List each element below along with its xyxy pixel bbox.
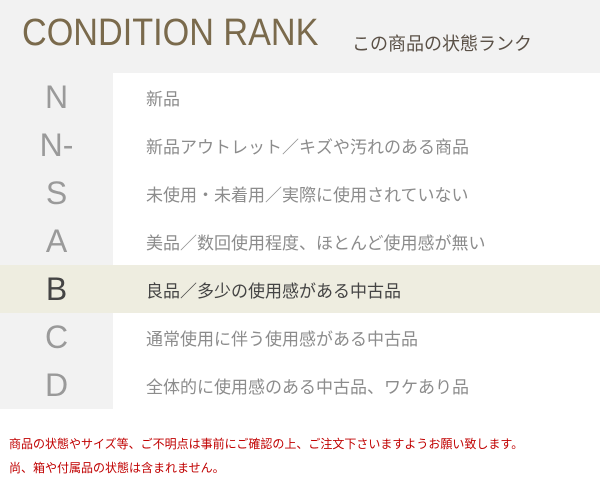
rank-row-b-selected: B 良品／多少の使用感がある中古品 xyxy=(0,265,600,313)
page-title: CONDITION RANK xyxy=(22,12,319,54)
rank-label: B xyxy=(0,265,113,313)
rank-label: D xyxy=(0,361,113,409)
rank-label: S xyxy=(0,169,113,217)
rank-description: 全体的に使用感のある中古品、ワケあり品 xyxy=(146,377,469,398)
rank-description: 未使用・未着用／実際に使用されていない xyxy=(146,185,469,206)
rank-row-c: C 通常使用に伴う使用感がある中古品 xyxy=(0,313,600,361)
rank-row-a: A 美品／数回使用程度、ほとんど使用感が無い xyxy=(0,217,600,265)
rank-label: N xyxy=(0,73,113,121)
rank-description: 新品アウトレット／キズや汚れのある商品 xyxy=(146,137,469,158)
page-subtitle: この商品の状態ランク xyxy=(352,34,532,55)
rank-label: C xyxy=(0,313,113,361)
rank-row-d: D 全体的に使用感のある中古品、ワケあり品 xyxy=(0,361,600,409)
rank-label: N- xyxy=(0,121,113,169)
note-line: 商品の状態やサイズ等、ご不明点は事前にご確認の上、ご注文下さいますようお願い致し… xyxy=(9,437,524,451)
rank-label: A xyxy=(0,217,113,265)
rank-description: 新品 xyxy=(146,89,180,110)
rank-row-n-minus: N- 新品アウトレット／キズや汚れのある商品 xyxy=(0,121,600,169)
rank-row-s: S 未使用・未着用／実際に使用されていない xyxy=(0,169,600,217)
rank-description: 美品／数回使用程度、ほとんど使用感が無い xyxy=(146,233,486,254)
note-line: 尚、箱や付属品の状態は含まれません。 xyxy=(9,461,225,475)
rank-row-n: N 新品 xyxy=(0,73,600,121)
rank-description: 良品／多少の使用感がある中古品 xyxy=(146,281,401,302)
rank-description: 通常使用に伴う使用感がある中古品 xyxy=(146,329,418,350)
notes: 商品の状態やサイズ等、ご不明点は事前にご確認の上、ご注文下さいますようお願い致し… xyxy=(9,432,523,480)
rank-table: N 新品 N- 新品アウトレット／キズや汚れのある商品 S 未使用・未着用／実際に使用… xyxy=(0,73,600,409)
header: CONDITION RANK この商品の状態ランク xyxy=(0,0,600,73)
